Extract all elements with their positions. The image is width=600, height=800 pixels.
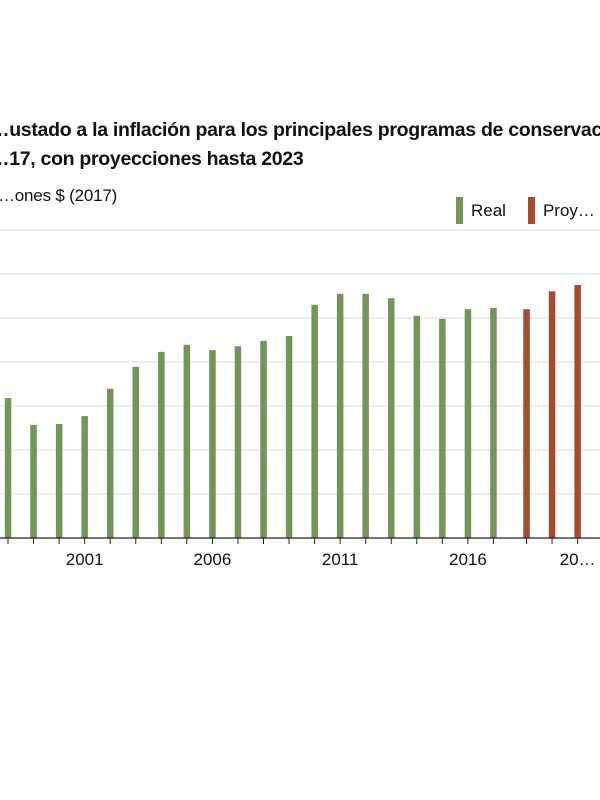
bar-real-2016 (464, 309, 472, 538)
gridlines (0, 229, 600, 495)
bar-real-2015 (439, 318, 446, 538)
bar-real-2005 (183, 344, 191, 538)
bar-real-2013 (388, 298, 395, 538)
x-tick-label: 2011 (322, 550, 359, 569)
chart-title: …ustado a la inflación para los principa… (0, 116, 600, 174)
bar-real-2012 (362, 293, 369, 538)
bar-real-2006 (209, 350, 216, 538)
bar-real-2010 (311, 304, 318, 538)
legend-swatch-real (456, 197, 463, 224)
bar-real-1999 (30, 424, 37, 538)
bar-real-2004 (158, 351, 165, 538)
bars (4, 285, 581, 538)
x-axis: 2001 2006 2011 2016 20… (0, 537, 600, 569)
bar-real-2009 (285, 336, 293, 538)
bar-real-2001 (81, 416, 88, 538)
bar-real-2011 (336, 293, 344, 538)
chart-title-line-1: …ustado a la inflación para los principa… (0, 119, 600, 141)
legend-label-real: Real (471, 200, 506, 220)
bar-real-1998 (4, 398, 12, 538)
legend-item-projections: Proy… (527, 197, 595, 224)
bar-real-2000 (55, 424, 63, 538)
legend-swatch-projections (527, 197, 535, 224)
bar-real-2003 (132, 366, 139, 538)
x-tick-label: 2001 (66, 550, 104, 569)
x-tick-label: 2006 (193, 550, 231, 569)
bar-real-2007 (234, 346, 242, 538)
bar-real-2017 (490, 307, 497, 538)
bar-real-2008 (260, 340, 267, 538)
x-tick-label: 2016 (449, 550, 487, 569)
bar-projection-2019 (548, 291, 556, 538)
legend: Real Proy… (456, 197, 600, 224)
x-tick-label: 20… (560, 550, 596, 569)
bar-real-2014 (413, 315, 421, 538)
y-axis-unit-label: …ones $ (2017) (0, 186, 118, 205)
bar-projection-2018 (523, 309, 530, 538)
legend-label-projections: Proy… (542, 200, 595, 220)
chart-title-line-2: …17, con proyecciones hasta 2023 (0, 148, 304, 170)
legend-item-real: Real (456, 197, 506, 224)
bar-real-2002 (107, 388, 114, 538)
bar-projection-2020 (574, 285, 581, 538)
